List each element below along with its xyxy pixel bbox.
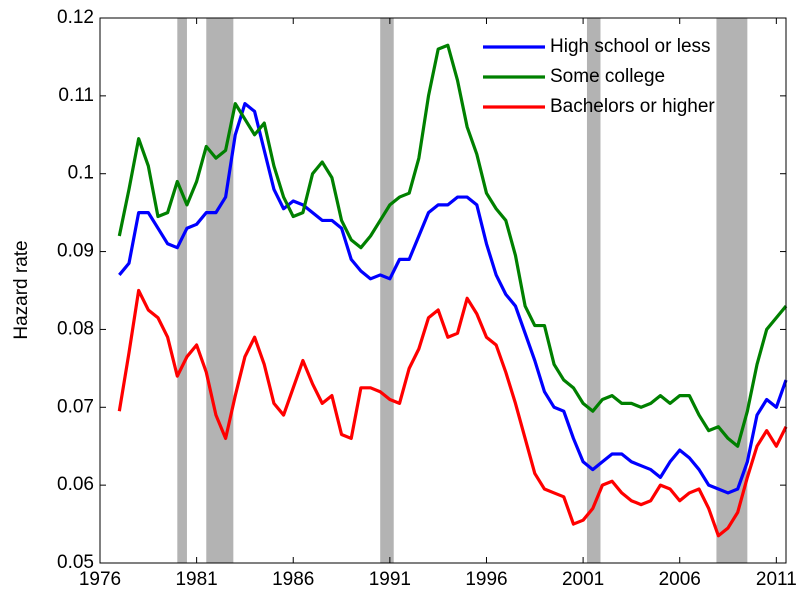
y-tick-label: 0.12	[57, 7, 94, 28]
legend-label: High school or less	[550, 36, 711, 57]
x-tick-label: 1996	[465, 569, 507, 590]
series-line	[118, 102, 788, 495]
recession-band	[716, 18, 748, 563]
plot-frame	[99, 17, 787, 564]
recession-band	[206, 18, 234, 563]
y-tick-label: 0.1	[68, 163, 94, 184]
y-tick-label: 0.08	[57, 318, 94, 339]
x-tick-label: 1991	[369, 569, 411, 590]
recession-band	[177, 18, 187, 563]
x-tick-label: 1976	[79, 569, 121, 590]
legend-label: Bachelors or higher	[550, 96, 715, 117]
y-tick-label: 0.07	[57, 396, 94, 417]
y-tick-label: 0.05	[57, 552, 94, 573]
legend-label: Some college	[550, 66, 665, 87]
recession-band	[380, 18, 394, 563]
x-tick-label: 2006	[659, 569, 701, 590]
x-tick-label: 2011	[756, 569, 797, 590]
x-tick-label: 2001	[562, 569, 604, 590]
series-line	[117, 43, 788, 448]
y-tick-label: 0.11	[58, 85, 94, 106]
y-tick-label: 0.06	[57, 474, 94, 495]
x-tick-label: 1981	[175, 569, 217, 590]
x-tick-label: 1986	[272, 569, 314, 590]
recession-band	[586, 18, 601, 563]
series-line	[117, 288, 788, 538]
y-tick-label: 0.09	[57, 241, 94, 262]
y-axis-label: Hazard rate	[11, 240, 32, 339]
